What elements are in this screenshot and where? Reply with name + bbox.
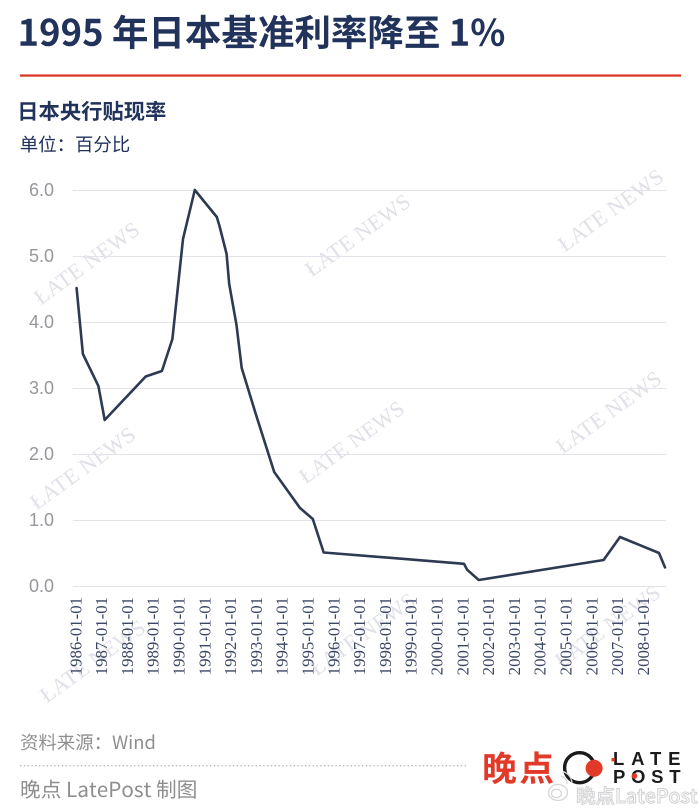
svg-text:1.0: 1.0	[29, 510, 54, 530]
svg-text:ŁATE NEWS: ŁATE NEWS	[551, 365, 666, 458]
svg-text:0.0: 0.0	[29, 576, 54, 596]
svg-text:1996-01-01: 1996-01-01	[324, 597, 343, 675]
svg-text:2004-01-01: 2004-01-01	[531, 597, 550, 675]
svg-text:ŁATE NEWS: ŁATE NEWS	[553, 163, 668, 256]
svg-text:ŁATE NEWS: ŁATE NEWS	[294, 395, 409, 488]
svg-text:2000-01-01: 2000-01-01	[428, 597, 447, 675]
svg-text:4.0: 4.0	[29, 312, 54, 332]
svg-text:2.0: 2.0	[29, 444, 54, 464]
svg-text:1988-01-01: 1988-01-01	[118, 597, 137, 675]
svg-text:POST: POST	[613, 766, 681, 787]
svg-text:2006-01-01: 2006-01-01	[582, 597, 601, 675]
svg-text:1990-01-01: 1990-01-01	[170, 597, 189, 675]
svg-text:1986-01-01: 1986-01-01	[66, 597, 85, 675]
svg-text:2007-01-01: 2007-01-01	[608, 597, 627, 675]
svg-text:1989-01-01: 1989-01-01	[144, 597, 163, 675]
svg-text:1998-01-01: 1998-01-01	[376, 597, 395, 675]
svg-text:2003-01-01: 2003-01-01	[505, 597, 524, 675]
svg-text:1999-01-01: 1999-01-01	[402, 597, 421, 675]
svg-text:1993-01-01: 1993-01-01	[247, 597, 266, 675]
svg-text:1995-01-01: 1995-01-01	[299, 597, 318, 675]
svg-text:2001-01-01: 2001-01-01	[453, 597, 472, 675]
svg-text:1994-01-01: 1994-01-01	[273, 597, 292, 675]
svg-text:ŁATE NEWS: ŁATE NEWS	[25, 421, 140, 514]
svg-text:3.0: 3.0	[29, 378, 54, 398]
svg-text:2008-01-01: 2008-01-01	[634, 597, 653, 675]
svg-text:5.0: 5.0	[29, 246, 54, 266]
svg-text:6.0: 6.0	[29, 180, 54, 200]
svg-text:ŁATE NEWS: ŁATE NEWS	[300, 188, 415, 281]
svg-text:1991-01-01: 1991-01-01	[195, 597, 214, 675]
svg-text:1997-01-01: 1997-01-01	[350, 597, 369, 675]
svg-text:1992-01-01: 1992-01-01	[221, 597, 240, 675]
svg-text:2005-01-01: 2005-01-01	[557, 597, 576, 675]
svg-text:1987-01-01: 1987-01-01	[92, 597, 111, 675]
svg-text:2002-01-01: 2002-01-01	[479, 597, 498, 675]
